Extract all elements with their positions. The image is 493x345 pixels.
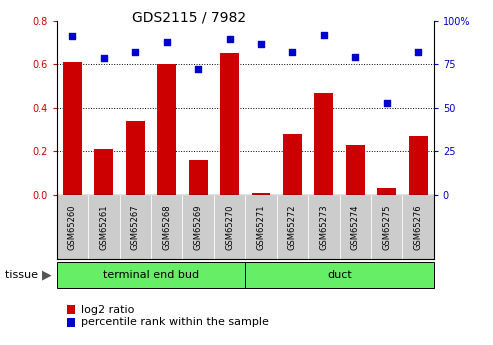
Text: GSM65273: GSM65273 — [319, 204, 328, 250]
Text: GSM65276: GSM65276 — [414, 204, 423, 250]
Text: duct: duct — [327, 270, 352, 280]
Text: GSM65268: GSM65268 — [162, 204, 171, 250]
Bar — [94, 149, 113, 195]
Text: GSM65272: GSM65272 — [288, 204, 297, 249]
Point — [288, 49, 296, 55]
Point — [131, 49, 139, 55]
Point — [100, 56, 108, 61]
Bar — [220, 53, 239, 195]
Point — [383, 101, 390, 106]
Bar — [315, 92, 333, 195]
Bar — [189, 160, 208, 195]
Text: tissue: tissue — [5, 270, 41, 280]
Bar — [157, 64, 176, 195]
Bar — [63, 62, 82, 195]
Text: log2 ratio: log2 ratio — [81, 305, 135, 315]
Text: GSM65269: GSM65269 — [194, 204, 203, 249]
Text: GSM65271: GSM65271 — [256, 204, 266, 249]
Point — [163, 40, 171, 45]
Point — [414, 49, 422, 55]
Point — [69, 33, 76, 38]
Text: GSM65270: GSM65270 — [225, 204, 234, 249]
Bar — [283, 134, 302, 195]
Point — [194, 67, 202, 72]
Text: ▶: ▶ — [42, 269, 52, 282]
Text: GSM65274: GSM65274 — [351, 204, 360, 249]
Text: GSM65260: GSM65260 — [68, 204, 77, 249]
Text: GSM65275: GSM65275 — [382, 204, 391, 249]
Bar — [251, 193, 270, 195]
Bar — [377, 188, 396, 195]
Bar — [126, 121, 145, 195]
Text: percentile rank within the sample: percentile rank within the sample — [81, 317, 269, 327]
Text: GSM65261: GSM65261 — [99, 204, 108, 249]
Text: GDS2115 / 7982: GDS2115 / 7982 — [132, 10, 246, 24]
Point — [320, 32, 328, 37]
Bar — [346, 145, 365, 195]
Text: GSM65267: GSM65267 — [131, 204, 140, 250]
Text: terminal end bud: terminal end bud — [103, 270, 199, 280]
Bar — [409, 136, 427, 195]
Point — [352, 55, 359, 60]
Point — [257, 41, 265, 47]
Point — [226, 36, 234, 42]
